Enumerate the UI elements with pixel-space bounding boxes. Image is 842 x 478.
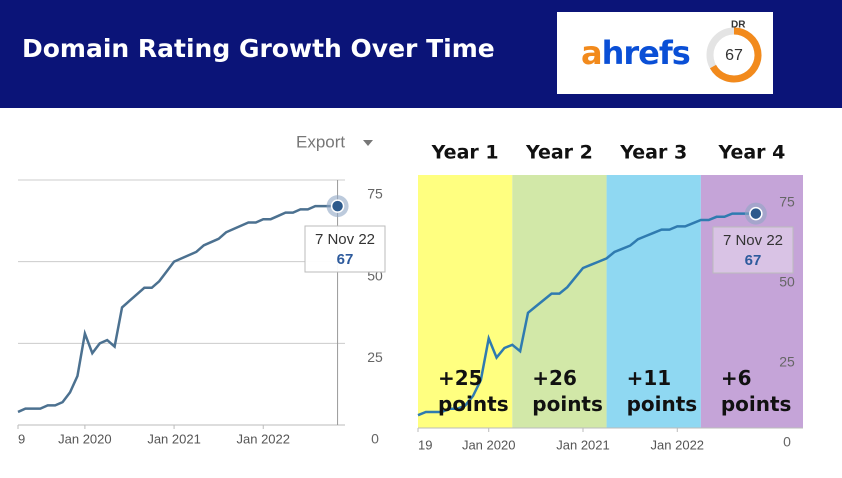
year-label: Year 4 — [717, 142, 785, 164]
tooltip — [304, 225, 386, 273]
year-band — [606, 175, 701, 428]
badge-value: 67 — [725, 47, 743, 64]
tooltip-date: 7 Nov 22 — [315, 231, 375, 248]
y-tick-label: 50 — [779, 274, 795, 290]
x-tick-label: Jan 2021 — [147, 431, 201, 446]
line — [17, 204, 338, 414]
x-tick-label: 19 — [418, 437, 432, 452]
x-tick-label: Jan 2021 — [556, 437, 610, 452]
logo-box: ahrefs DR 67 — [557, 12, 773, 94]
badge-label: DR — [731, 20, 746, 31]
tooltip — [712, 226, 794, 274]
title: Domain Rating Growth Over Time — [22, 34, 495, 63]
logo: ahrefs — [581, 34, 691, 72]
badge-arc — [709, 27, 762, 83]
x-tick-label: Jan 2020 — [58, 431, 112, 446]
year-gain: +11 points — [626, 366, 698, 416]
badge: DR 67 — [706, 20, 762, 83]
y-tick-label: 75 — [367, 186, 383, 202]
x-tick-label: Jan 2020 — [462, 437, 516, 452]
hover-point — [749, 206, 763, 221]
year-label: Year 2 — [525, 142, 593, 164]
year-gain: +25 points — [438, 366, 509, 416]
y-tick-label: 75 — [779, 194, 795, 210]
hover-point — [330, 199, 345, 213]
year-gain: +6 points — [720, 366, 792, 416]
year-band — [418, 175, 513, 428]
export-button[interactable]: Export — [296, 132, 345, 151]
year-gain: +26 points — [532, 366, 603, 416]
tooltip-date: 7 Nov 22 — [723, 232, 783, 249]
export-caret — [363, 140, 373, 146]
x-tick-label: 9 — [18, 431, 25, 446]
y-tick-label: 25 — [367, 349, 383, 365]
line — [417, 212, 756, 417]
y-tick-label: 0 — [371, 431, 379, 447]
x-tick-label: Jan 2022 — [651, 437, 705, 452]
tooltip-value: 67 — [337, 251, 354, 268]
year-band — [512, 175, 607, 428]
header: Domain Rating Growth Over Time ahrefs DR… — [0, 0, 842, 108]
tooltip-value: 67 — [745, 252, 762, 269]
y-tick-label: 0 — [783, 434, 791, 450]
year-label: Year 3 — [619, 142, 687, 164]
x-tick-label: Jan 2022 — [237, 431, 291, 446]
y-tick-label: 25 — [779, 354, 795, 370]
year-label: Year 1 — [431, 142, 499, 164]
